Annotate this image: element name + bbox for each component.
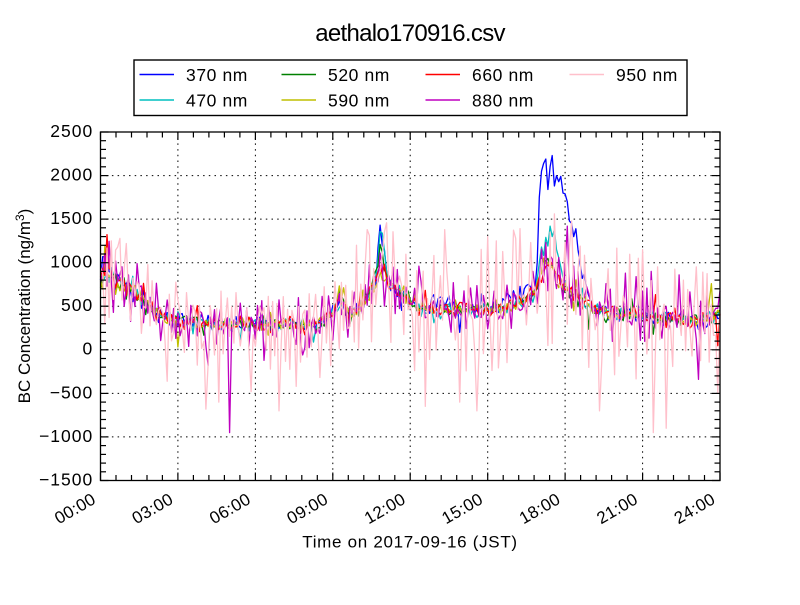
svg-text:470 nm: 470 nm <box>186 90 248 110</box>
svg-text:aethalo170916.csv: aethalo170916.csv <box>315 20 505 47</box>
svg-text:2500: 2500 <box>50 121 93 141</box>
svg-text:−500: −500 <box>50 382 93 402</box>
svg-text:370 nm: 370 nm <box>186 65 248 85</box>
svg-text:1000: 1000 <box>50 252 93 272</box>
svg-text:1500: 1500 <box>50 208 93 228</box>
svg-text:Time on 2017-09-16 (JST): Time on 2017-09-16 (JST) <box>302 533 518 552</box>
svg-text:590 nm: 590 nm <box>328 90 390 110</box>
svg-text:520 nm: 520 nm <box>328 65 390 85</box>
svg-text:BC Concentration (ng/m3): BC Concentration (ng/m3) <box>13 209 34 404</box>
svg-text:500: 500 <box>61 295 93 315</box>
svg-text:880 nm: 880 nm <box>472 90 534 110</box>
svg-text:950 nm: 950 nm <box>616 65 678 85</box>
svg-text:−1000: −1000 <box>39 426 93 446</box>
svg-text:0: 0 <box>82 339 93 359</box>
svg-text:660 nm: 660 nm <box>472 65 534 85</box>
svg-text:2000: 2000 <box>50 165 93 185</box>
svg-text:−1500: −1500 <box>39 469 93 489</box>
